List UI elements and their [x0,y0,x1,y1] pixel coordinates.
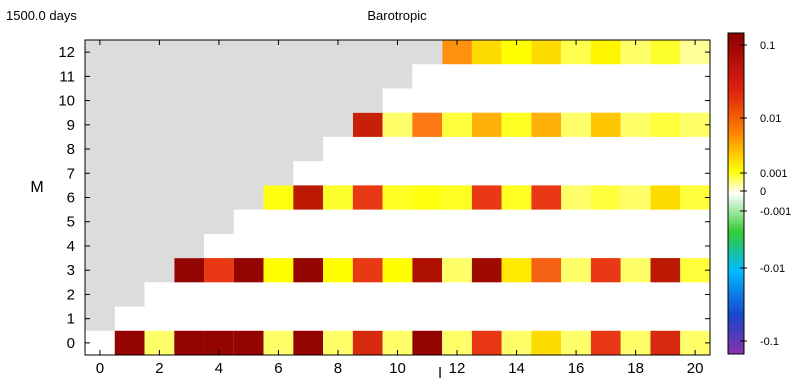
x-tick-label: 16 [568,360,585,377]
heatmap-cell [382,258,413,283]
heatmap-cell [650,330,681,355]
colorbar-tick-label: 0.1 [760,40,775,52]
y-tick-label: 9 [67,117,75,134]
y-axis-label: M [30,179,43,196]
heatmap-cell [590,112,621,137]
x-tick-label: 4 [215,360,223,377]
heatmap-cell [650,258,681,283]
heatmap-cell [531,258,562,283]
colorbar-tick-label: -0.001 [760,206,791,218]
x-tick-label: 20 [687,360,704,377]
heatmap-cell [442,258,472,283]
heatmap-cell [412,258,443,283]
heatmap-cell [531,185,562,210]
y-tick-label: 8 [67,141,75,158]
colorbar-tick-label: -0.01 [760,263,785,275]
x-axis-label: l [438,365,441,380]
heatmap-cell [471,258,502,283]
heatmap-cell [352,185,383,210]
y-tick-label: 11 [59,68,75,85]
heatmap-cell [471,112,502,137]
heatmap-cell [501,112,532,137]
heatmap-cell [412,330,443,355]
heatmap-cell [590,258,621,283]
x-axis: 0 2 4 6 8 10 12 14 16 18 20 [96,40,704,377]
heatmap-cell [412,112,443,137]
y-tick-label: 12 [58,44,75,61]
heatmap-cell [382,185,413,210]
colorbar-tick-label: 0 [760,186,766,198]
heatmap-cell [323,258,353,283]
x-tick-label: 14 [508,360,525,377]
colorbar-tick-label: 0.01 [760,113,781,125]
heatmap-cell [233,330,264,355]
heatmap-cell [650,40,681,65]
heatmap-cell [263,258,294,283]
heatmap-cell [501,185,532,210]
heatmap-cell [620,258,651,283]
x-tick-label: 2 [155,360,163,377]
heatmap-cell [561,185,591,210]
heatmap-cell [174,330,205,355]
masked-region [85,40,443,331]
heatmap-cell [263,185,294,210]
heatmap-cell [412,185,443,210]
heatmap-cell [382,112,413,137]
heatmap-cell [174,258,205,283]
y-tick-label: 0 [67,335,75,352]
heatmap-cell [471,330,502,355]
colorbar-tick-label: 0.001 [760,168,788,180]
heatmap-cell [501,258,532,283]
y-tick-label: 5 [67,214,75,231]
x-tick-label: 0 [96,360,104,377]
heatmap-cell [352,258,383,283]
heatmap-cell [233,258,264,283]
heatmap-cell [531,112,562,137]
y-tick-label: 7 [67,165,75,182]
y-tick-label: 4 [67,238,75,255]
heatmap-cell [561,258,591,283]
heatmap-cell [471,40,502,65]
heatmap-cell [650,185,681,210]
x-tick-label: 18 [627,360,644,377]
heatmap-cell [471,185,502,210]
heatmap-cell [531,330,562,355]
time-label: 1500.0 days [6,8,77,23]
heatmap-cell [293,330,324,355]
heatmap-cell [620,112,651,137]
x-tick-label: 6 [274,360,282,377]
heatmap-cell [590,185,621,210]
heatmap-cell [352,330,383,355]
heatmap-cell [323,185,353,210]
x-tick-label: 8 [334,360,342,377]
heatmap-cell [620,185,651,210]
heatmap-cell [531,40,562,65]
heatmap-cell [293,258,324,283]
y-tick-label: 1 [67,311,75,328]
y-tick-label: 6 [67,190,75,207]
heatmap-cell [352,112,383,137]
heatmap-cell [114,330,145,355]
colorbar [727,32,745,355]
colorbar-ticks: 0.1 0.01 0.001 0 -0.001 -0.01 -0.1 [740,40,791,348]
heatmap-cell [442,185,472,210]
heatmap-cell [590,330,621,355]
heatmap-cell [650,112,681,137]
heatmap-cell [590,40,621,65]
chart-title: Barotropic [367,8,427,23]
heatmap-cell [293,185,324,210]
heatmap-cell [442,112,472,137]
y-tick-label: 10 [58,93,75,110]
x-tick-label: 12 [449,360,466,377]
heatmap-cell [204,258,234,283]
colorbar-tick-label: -0.1 [760,336,779,348]
y-tick-label: 2 [67,286,75,303]
heatmap-cell [561,112,591,137]
x-tick-label: 10 [389,360,406,377]
y-tick-label: 3 [67,262,75,279]
